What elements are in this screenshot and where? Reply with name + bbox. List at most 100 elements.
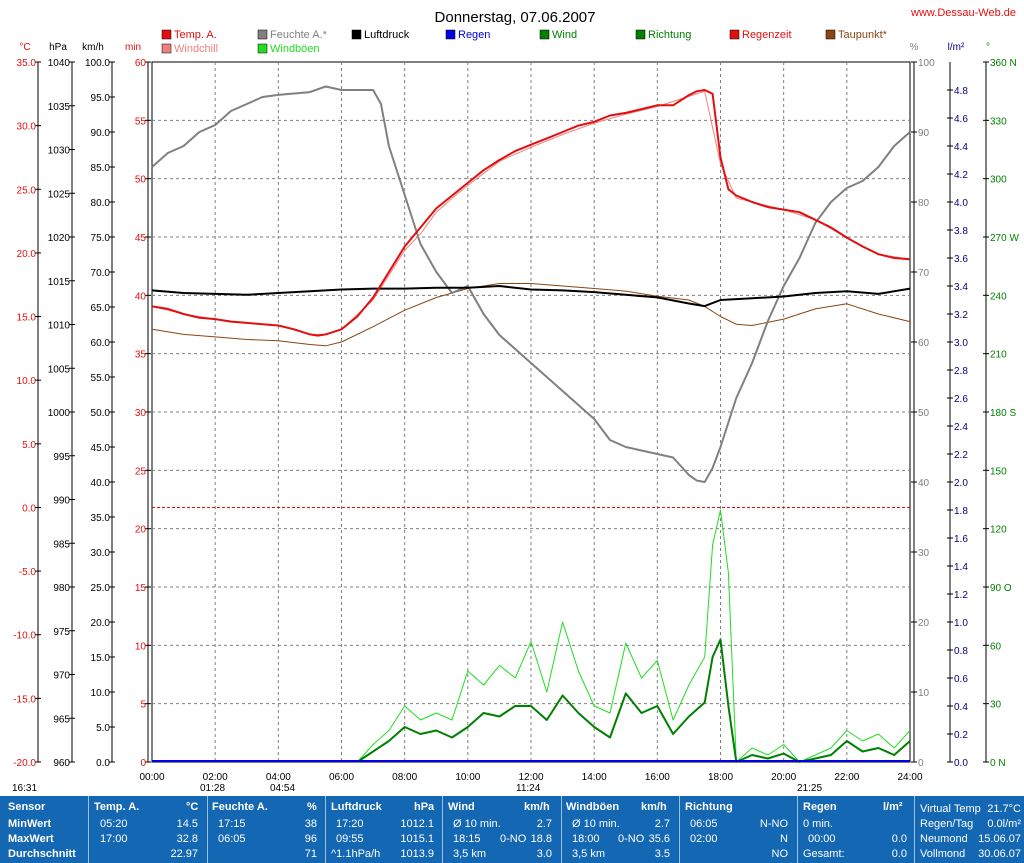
- min-tick-label: 55: [135, 116, 147, 127]
- rain-tick-label: 1.8: [954, 506, 968, 517]
- wind-tick-label: 60.0: [91, 338, 111, 349]
- temp-max-time: 17:00: [100, 833, 128, 845]
- rain-tick-label: 0.8: [954, 646, 968, 657]
- min-tick-label: 60: [135, 58, 147, 69]
- rain-tick-label: 1.6: [954, 534, 968, 545]
- wind-tick-label: 45.0: [91, 443, 111, 454]
- temp-tick-label: 25.0: [17, 185, 37, 196]
- min-tick-label: 35: [135, 350, 147, 361]
- min-tick-label: 40: [135, 291, 147, 302]
- wind-max-time: 18:15: [453, 833, 481, 845]
- wind-tick-label: 10.0: [91, 688, 111, 699]
- legend-item: Regenzeit: [729, 29, 792, 41]
- legend-swatch: [257, 29, 268, 40]
- row-max: MaxWert: [8, 833, 54, 845]
- pressure-tick-label: 1030: [48, 146, 71, 157]
- series-wind: [356, 638, 911, 763]
- rain-tick-label: 4.4: [954, 142, 968, 153]
- rain-tick-label: 3.2: [954, 310, 968, 321]
- weather-chart: 00:00 02:00 04:00 06:00 08:00 10:00 12:00 14:00…: [12, 7, 1019, 794]
- temp-tick-label: -15.0: [13, 694, 36, 705]
- hdr-wind-unit: km/h: [524, 801, 550, 813]
- x-tick-label: 16:00: [645, 772, 670, 783]
- gust-avg-label: 3,5 km: [572, 848, 606, 860]
- wind-max-dir: 0-NO: [500, 833, 527, 845]
- humidity-tick-label: 20: [918, 618, 930, 629]
- rain-max-value: 0.0: [891, 833, 907, 845]
- rain-tick-label: 2.2: [954, 450, 968, 461]
- temp-min-value: 14.5: [176, 818, 198, 830]
- press-min-time: 17:20: [336, 818, 364, 830]
- direction-tick-label: 210: [990, 350, 1007, 361]
- hdr-temp: Temp. A.: [94, 801, 140, 813]
- x-tick-label: 04:00: [266, 772, 291, 783]
- min-tick-label: 0: [140, 758, 146, 769]
- pressure-tick-label: 990: [53, 496, 70, 507]
- wind-tick-label: 30.0: [91, 548, 111, 559]
- legend-item: Richtung: [635, 29, 691, 41]
- pressure-tick-label: 1040: [48, 58, 71, 69]
- wind-tick-label: 0.0: [96, 758, 110, 769]
- pressure-tick-label: 970: [53, 671, 70, 682]
- press-max-time: 09:55: [336, 833, 364, 845]
- legend: Temp. A. Windchill Feuchte A.* Windböen Luft…: [161, 29, 888, 55]
- x-tick-label: 14:00: [582, 772, 607, 783]
- direction-tick-label: 30: [990, 700, 1002, 711]
- gust-avg-value: 3.5: [654, 848, 670, 860]
- hum-min-time: 17:15: [218, 818, 246, 830]
- hdr-pressure: Luftdruck: [331, 801, 382, 813]
- axes: 00:00 02:00 04:00 06:00 08:00 10:00 12:00 14:00…: [12, 42, 1019, 794]
- humidity-tick-label: 50: [918, 408, 930, 419]
- temp-min-time: 05:20: [100, 818, 128, 830]
- legend-label: Windchill: [174, 43, 218, 55]
- wind-tick-label: 70.0: [91, 268, 111, 279]
- wind-tick-label: 55.0: [91, 373, 111, 384]
- temp-tick-label: -5.0: [19, 567, 37, 578]
- hdr-wind: Wind: [448, 801, 475, 813]
- pressure-tick-label: 1035: [48, 102, 71, 113]
- site-link[interactable]: www.Dessau-Web.de: [910, 7, 1016, 19]
- new-moon-label: Neumond: [920, 833, 968, 845]
- temp-tick-label: 30.0: [17, 122, 37, 133]
- full-moon-value: 30.06.07: [978, 848, 1021, 860]
- hdr-sensor: Sensor: [8, 801, 46, 813]
- direction-tick-label: 300: [990, 175, 1007, 186]
- x-tick-label: 18:00: [708, 772, 733, 783]
- series: [151, 85, 911, 763]
- legend-label: Windböen: [270, 43, 320, 55]
- legend-item: Wind: [539, 29, 577, 41]
- gust-max-time: 18:00: [572, 833, 600, 845]
- temp-tick-label: -20.0: [13, 758, 36, 769]
- dir-max-time: 02:00: [690, 833, 718, 845]
- wind-tick-label: 15.0: [91, 653, 111, 664]
- grid: [151, 61, 911, 763]
- humidity-tick-label: 30: [918, 548, 930, 559]
- direction-tick-label: 330: [990, 116, 1007, 127]
- direction-tick-label: 150: [990, 466, 1007, 477]
- rain-total-label: Gesamt:: [803, 848, 845, 860]
- rain-tick-label: 0.4: [954, 702, 968, 713]
- direction-axis-unit: °: [986, 42, 990, 53]
- new-moon-value: 15.06.07: [978, 833, 1021, 845]
- rain-axis-unit: l/m²: [948, 42, 965, 53]
- wind-tick-label: 35.0: [91, 513, 111, 524]
- direction-tick-label: 270 W: [990, 233, 1019, 244]
- x-tick-label: 12:00: [518, 772, 543, 783]
- direction-tick-label: 180 S: [990, 408, 1016, 419]
- wind-tick-label: 50.0: [91, 408, 111, 419]
- wind-tick-label: 100.0: [85, 58, 110, 69]
- legend-item: Feuchte A.*: [257, 29, 328, 41]
- wind-tick-label: 65.0: [91, 303, 111, 314]
- pressure-tick-label: 975: [53, 627, 70, 638]
- wind-tick-label: 95.0: [91, 93, 111, 104]
- pressure-tick-label: 1005: [48, 364, 71, 375]
- humidity-tick-label: 100: [918, 58, 935, 69]
- legend-label: Richtung: [648, 29, 691, 41]
- gust-max-dir: 0-NO: [618, 833, 645, 845]
- rain-day-label: Regen/Tag: [920, 818, 974, 830]
- sun-time-label: 21:25: [797, 783, 822, 794]
- min-tick-label: 25: [135, 466, 147, 477]
- min-tick-label: 15: [135, 583, 147, 594]
- dir-max-value: N: [780, 833, 788, 845]
- wind-min-value: 2.7: [536, 818, 552, 830]
